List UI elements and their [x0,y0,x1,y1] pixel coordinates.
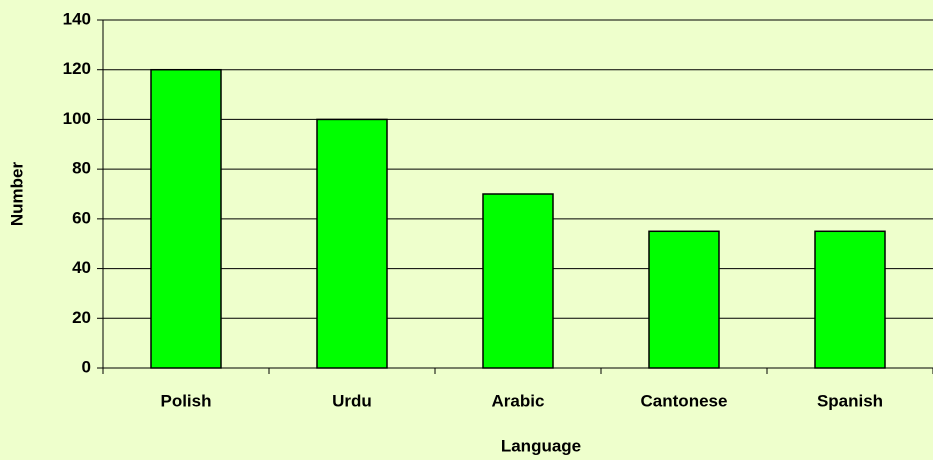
x-tick-label: Cantonese [641,391,728,410]
y-tick-label: 20 [72,308,91,327]
bar [316,118,388,369]
y-axis-label: Number [7,162,26,227]
y-tick-label: 140 [63,9,91,28]
y-tick-label: 40 [72,258,91,277]
bar [814,230,886,369]
x-tick-label: Polish [160,391,211,410]
x-tick-label: Spanish [817,391,883,410]
x-tick-label: Arabic [492,391,545,410]
y-tick-label: 100 [63,109,91,128]
y-tick-label: 0 [82,357,91,376]
y-tick-label: 60 [72,208,91,227]
bar [648,230,720,369]
bar [150,68,222,369]
x-tick-label: Urdu [332,391,372,410]
y-tick-label: 120 [63,59,91,78]
y-tick-label: 80 [72,159,91,178]
x-axis-label: Language [501,436,581,455]
bar [482,193,554,369]
